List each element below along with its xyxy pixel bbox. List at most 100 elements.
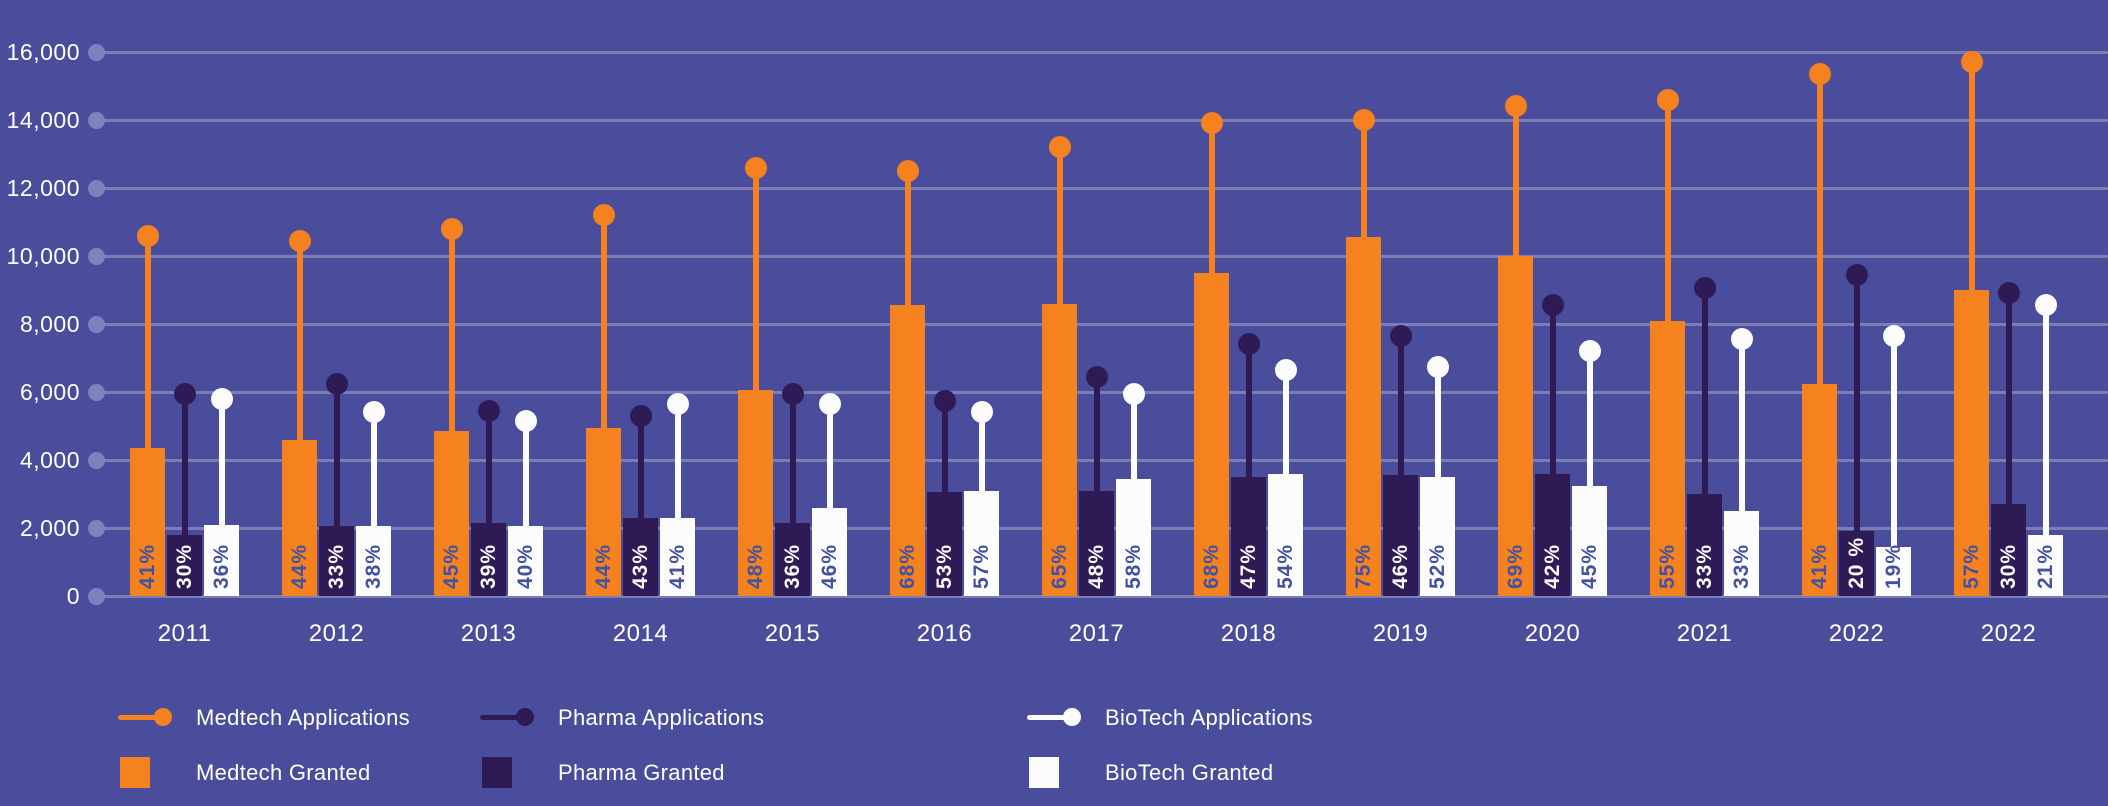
legend-granted-swatch — [482, 757, 512, 788]
medtech-granted-bar: 68% — [890, 305, 925, 596]
medtech-granted-bar: 65% — [1042, 303, 1077, 596]
biotech-applications-stick — [522, 420, 529, 596]
medtech-applications-dot — [288, 229, 311, 252]
legend-applications-label: BioTech Applications — [1105, 705, 1313, 730]
biotech-applications-stick — [2042, 305, 2049, 596]
y-axis-tick-label: 8,000 — [19, 311, 80, 337]
medtech-applications-dot — [896, 160, 919, 182]
gridline-dot — [88, 247, 105, 265]
pharma-granted-bar: 46% — [1383, 475, 1418, 596]
medtech-applications-stick — [448, 228, 455, 596]
pharma-applications-dot — [933, 389, 956, 412]
gridline — [96, 322, 2108, 326]
x-axis-year-label: 2022 — [1980, 620, 2037, 647]
pharma-granted-bar: 53% — [927, 492, 962, 596]
biotech-granted-bar: 52% — [1420, 477, 1455, 596]
medtech-granted-bar: 41% — [1802, 383, 1837, 596]
biotech-applications-dot — [1122, 382, 1145, 405]
pharma-applications-dot — [1997, 282, 2020, 305]
gridline — [96, 390, 2108, 394]
biotech-granted-bar: 19% — [1876, 544, 1911, 596]
gridline-dot — [88, 519, 105, 537]
pharma-granted-bar: 20 % — [1839, 531, 1874, 596]
x-axis-year-label: 2018 — [1220, 620, 1277, 647]
pharma-applications-stick — [1701, 288, 1708, 596]
x-axis-year-label: 2015 — [764, 620, 821, 647]
gridline — [96, 186, 2108, 190]
legend-applications-label: Pharma Applications — [558, 705, 765, 730]
biotech-granted-bar: 40% — [508, 526, 543, 596]
gridline-dot — [88, 383, 105, 401]
biotech-applications-stick — [370, 412, 377, 596]
pharma-applications-stick — [485, 410, 492, 596]
x-axis-year-label: 2022 — [1828, 620, 1885, 647]
pharma-granted-bar: 30% — [167, 534, 202, 596]
pharma-applications-stick — [789, 393, 796, 596]
medtech-applications-stick — [144, 235, 151, 596]
medtech-applications-dot — [1352, 109, 1375, 131]
x-axis-year-label: 2011 — [157, 620, 212, 647]
pharma-applications-dot — [1541, 294, 1564, 317]
gridline — [96, 594, 2108, 598]
medtech-applications-stick — [600, 215, 607, 596]
biotech-applications-stick — [826, 403, 833, 596]
legend-applications-line — [1027, 715, 1069, 720]
gridline-dot — [88, 451, 105, 469]
pharma-applications-stick — [2005, 293, 2012, 596]
pharma-granted-bar: 33% — [319, 526, 354, 596]
medtech-applications-dot — [1656, 88, 1679, 111]
legend-granted-label: Pharma Granted — [558, 760, 725, 785]
pharma-applications-stick — [181, 393, 188, 596]
pharma-applications-stick — [333, 383, 340, 596]
biotech-applications-dot — [1426, 355, 1449, 378]
gridline — [96, 118, 2108, 122]
pharma-granted-bar: 36% — [775, 522, 810, 596]
x-axis-year-label: 2019 — [1372, 620, 1429, 647]
x-axis-year-label: 2020 — [1524, 620, 1581, 647]
medtech-applications-dot — [744, 156, 767, 179]
gridline-dot — [88, 587, 105, 605]
biotech-granted-bar: 57% — [964, 490, 999, 596]
pharma-applications-stick — [1397, 335, 1404, 596]
pharma-applications-stick — [1853, 274, 1860, 596]
biotech-applications-stick — [218, 398, 225, 596]
y-axis-tick-label: 2,000 — [19, 515, 80, 541]
biotech-applications-dot — [514, 409, 537, 432]
biotech-granted-bar: 38% — [356, 526, 391, 596]
medtech-applications-stick — [1816, 74, 1823, 596]
biotech-applications-dot — [666, 392, 689, 415]
gridline-dot — [88, 315, 105, 333]
legend-applications-line — [480, 715, 522, 720]
medtech-applications-dot — [592, 204, 615, 227]
y-axis-tick-label: 6,000 — [19, 379, 80, 405]
pharma-granted-bar: 47% — [1231, 477, 1266, 596]
biotech-applications-dot — [362, 401, 385, 424]
medtech-granted-bar: 41% — [130, 448, 165, 596]
x-axis-year-label: 2016 — [916, 620, 973, 647]
gridline-dot — [88, 43, 105, 61]
pharma-applications-dot — [1237, 333, 1260, 356]
biotech-granted-bar: 46% — [812, 507, 847, 596]
y-axis-tick-label: 0 — [66, 583, 80, 609]
medtech-applications-dot — [1504, 95, 1527, 118]
pharma-granted-bar: 43% — [623, 517, 658, 596]
biotech-applications-dot — [2034, 294, 2057, 317]
legend-granted-swatch — [120, 757, 150, 788]
y-axis-tick-label: 12,000 — [6, 175, 80, 201]
biotech-applications-stick — [674, 403, 681, 596]
gridline — [96, 254, 2108, 258]
biotech-granted-bar: 33% — [1724, 511, 1759, 596]
medtech-granted-bar: 44% — [282, 439, 317, 596]
legend-applications-line — [118, 715, 160, 720]
pharma-applications-dot — [325, 372, 348, 395]
legend-granted-label: BioTech Granted — [1105, 760, 1274, 785]
medtech-applications-dot — [1048, 136, 1071, 159]
biotech-granted-bar: 54% — [1268, 473, 1303, 596]
medtech-granted-bar: 44% — [586, 427, 621, 596]
x-axis-year-label: 2021 — [1676, 620, 1733, 647]
biotech-applications-dot — [1882, 324, 1905, 347]
